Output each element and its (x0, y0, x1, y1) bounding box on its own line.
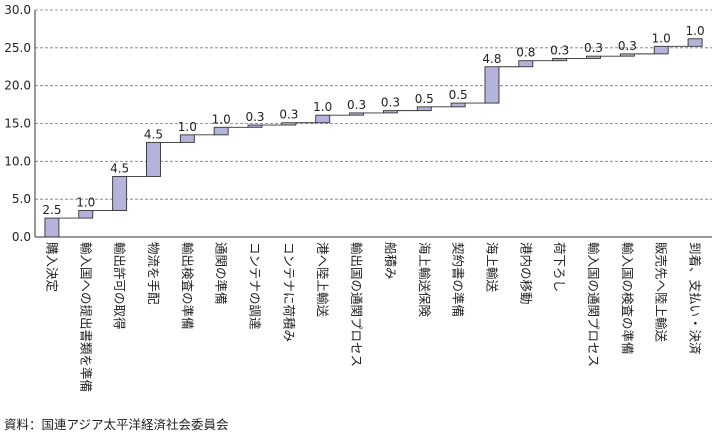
y-tick-labels: 0.0 5.0 10.0 15.0 20.0 25.0 30.0 (4, 3, 31, 244)
data-label: 0.3 (245, 110, 264, 124)
x-category-label: 到着、支払い・決済 (688, 242, 703, 355)
bar (315, 114, 331, 124)
data-label: 0.8 (516, 46, 535, 60)
bar (653, 45, 669, 55)
x-category-label: 輸入国の検査の準備 (620, 242, 635, 355)
x-category-label: 輸出許可の取得 (112, 242, 127, 330)
bar (78, 210, 94, 219)
connector-lines (58, 45, 689, 219)
y-tick-label: 25.0 (4, 41, 31, 55)
x-category-label: 海上輸送保険 (417, 242, 432, 318)
data-label: 1.0 (212, 112, 231, 126)
data-label: 1.0 (313, 100, 332, 114)
y-tick-label: 10.0 (4, 154, 31, 168)
bar (146, 141, 161, 177)
x-category-label: 通関の準備 (214, 242, 229, 305)
x-category-label: 海上輸送 (484, 242, 499, 293)
bar (552, 57, 568, 62)
bars (44, 38, 703, 238)
x-category-label: 契約書の準備 (451, 242, 466, 317)
bar (450, 102, 466, 108)
y-tick-label: 15.0 (4, 117, 31, 131)
y-tick-label: 5.0 (12, 192, 31, 206)
data-label: 0.3 (381, 96, 400, 110)
bar (349, 112, 365, 116)
bar (179, 134, 195, 143)
y-tick-label: 30.0 (4, 3, 31, 17)
bar (518, 60, 534, 68)
bar (213, 126, 229, 136)
x-category-label: 輸出検査の準備 (180, 242, 195, 330)
x-category-label: 港内の移動 (518, 242, 533, 305)
bar (586, 55, 601, 59)
bar (619, 53, 635, 57)
data-label: 2.5 (42, 203, 61, 217)
x-category-label: 輸出国の通関プロセス (349, 242, 364, 367)
bar (247, 124, 263, 128)
data-label: 0.3 (618, 39, 637, 53)
y-tick-label: 0.0 (12, 230, 31, 244)
x-category-label: 荷下ろし (552, 242, 567, 292)
x-category-label: 購入決定 (44, 242, 59, 292)
data-label: 1.0 (76, 196, 95, 210)
x-category-label: 輸入国の通関プロセス (586, 242, 601, 367)
data-label: 1.0 (178, 120, 197, 134)
data-label: 4.5 (110, 161, 129, 175)
data-label: 0.5 (415, 92, 434, 106)
source-note: 資料：国連アジア太平洋経済社会委員会 (4, 417, 229, 432)
x-category-label: 輸入国への提出書類を準備 (78, 242, 93, 392)
gridlines (35, 9, 712, 200)
bar (44, 217, 60, 238)
x-category-labels: 購入決定 輸入国への提出書類を準備 輸出許可の取得 物流を手配 輸出検査の準備 通関の準備… (44, 242, 702, 392)
x-category-label: 物流を手配 (146, 242, 161, 305)
x-category-label: コンテナに荷積み (281, 242, 296, 342)
bar (416, 106, 432, 112)
data-label: 0.3 (584, 41, 603, 55)
data-label: 4.8 (482, 52, 501, 66)
bar (687, 38, 703, 47)
y-tick-label: 20.0 (4, 79, 31, 93)
data-label: 4.5 (144, 127, 163, 141)
axes (34, 10, 712, 238)
x-category-label: 販売先へ陸上輸送 (654, 242, 669, 343)
data-labels: 2.5 1.0 4.5 4.5 1.0 1.0 0.3 0.3 1.0 0.3 0.3 0.5 0.5 4… (42, 24, 704, 217)
data-label: 0.3 (550, 43, 569, 57)
bar (112, 176, 128, 211)
bar (281, 122, 297, 126)
data-label: 0.3 (347, 98, 366, 112)
data-label: 1.0 (686, 24, 705, 38)
data-label: 1.0 (652, 31, 671, 45)
x-category-label: 港へ陸上輸送 (315, 242, 330, 318)
data-label: 0.3 (279, 108, 298, 122)
x-category-label: 船積み (383, 242, 398, 280)
bar (484, 66, 500, 104)
bar (382, 110, 398, 114)
x-category-label: コンテナの調達 (248, 242, 263, 330)
data-label: 0.5 (449, 88, 468, 102)
